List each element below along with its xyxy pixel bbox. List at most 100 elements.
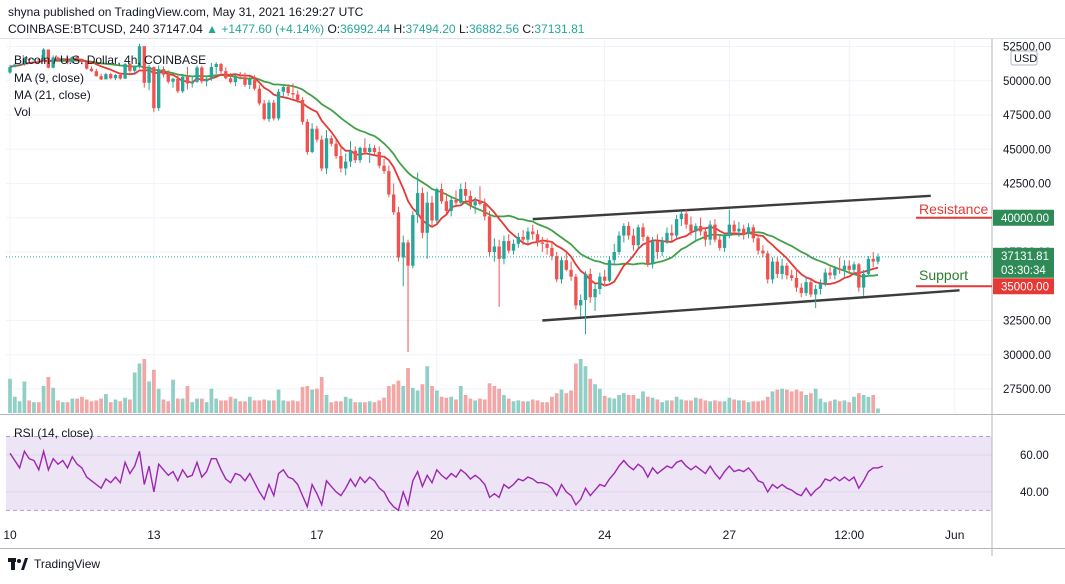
high-key: H:: [393, 22, 406, 36]
volume-bar: [60, 402, 65, 413]
volume-bar: [832, 399, 837, 413]
candle-body: [722, 235, 727, 248]
volume-bar: [636, 398, 641, 413]
legend-ma21[interactable]: MA (21, close): [14, 88, 91, 102]
tradingview-brand: TradingView: [34, 557, 101, 571]
candle-body: [228, 78, 233, 83]
volume-bar: [386, 386, 391, 413]
volume-bar: [252, 400, 257, 413]
candle-body: [459, 188, 463, 203]
volume-bar: [492, 386, 497, 413]
volume-bar: [185, 386, 190, 413]
volume-bar: [295, 401, 300, 413]
change-value: +1477.60 (+4.14%): [221, 22, 325, 36]
candle-body: [176, 78, 180, 92]
legend-rsi[interactable]: RSI (14, close): [14, 426, 94, 440]
volume-bar: [410, 387, 415, 413]
volume-bar: [104, 394, 108, 413]
candle-body: [377, 151, 381, 166]
volume-bar: [737, 400, 741, 413]
time-tick-label: 13: [147, 528, 161, 542]
volume-bar: [214, 398, 219, 413]
volume-bar: [22, 381, 27, 413]
candle-body: [61, 59, 65, 61]
candle-body: [818, 283, 823, 289]
volume-bar: [463, 395, 468, 413]
volume-bar: [89, 401, 94, 413]
rsi-pane[interactable]: 60.00 40.00: [0, 415, 1065, 549]
time-tick-label: 17: [310, 528, 324, 542]
candle-body: [56, 57, 60, 60]
volume-bar: [329, 402, 334, 413]
volume-bar: [401, 386, 406, 413]
candle-body: [670, 232, 674, 236]
candle-body: [468, 195, 473, 206]
candle-body: [785, 265, 789, 276]
volume-bar: [137, 363, 142, 413]
legend-ma9[interactable]: MA (9, close): [14, 71, 85, 85]
candle-body: [51, 57, 55, 68]
volume-bar: [655, 399, 660, 413]
volume-bar: [454, 399, 458, 413]
candle-body: [857, 264, 861, 288]
volume-bar: [732, 399, 737, 413]
candle-body: [871, 258, 875, 262]
volume-bar: [804, 395, 808, 413]
volume-bar: [334, 401, 338, 413]
resistance-label: Resistance: [919, 201, 988, 217]
candle-body: [737, 228, 741, 232]
volume-bar: [223, 400, 228, 413]
rsi-line: [9, 448, 884, 512]
volume-bar: [300, 386, 305, 413]
price-tick-label: 47500.00: [1003, 110, 1051, 122]
volume-bar: [271, 400, 276, 413]
candle-body: [152, 67, 156, 109]
volume-bar: [813, 388, 818, 413]
open-value: 36992.44: [340, 22, 391, 36]
volume-bar: [449, 396, 454, 413]
candle-body: [646, 236, 650, 265]
volume-bar: [180, 398, 185, 413]
volume-bar: [847, 402, 852, 413]
volume-bar: [852, 396, 856, 413]
volume-bar: [161, 399, 166, 413]
candle-body: [593, 288, 597, 298]
volume-bar: [775, 389, 780, 413]
legend-volume[interactable]: Vol: [14, 105, 31, 119]
candle-body: [262, 103, 266, 120]
candle-body: [367, 147, 372, 152]
candle-body: [291, 93, 295, 95]
candle-body: [612, 252, 616, 261]
candle-body: [833, 268, 837, 276]
time-axis[interactable]: 10 13 17 20 24 27 12:00 Jun: [0, 520, 1065, 556]
candle-body: [583, 273, 588, 300]
volume-bar: [698, 398, 703, 413]
candle-body: [492, 246, 497, 252]
candle-body: [171, 78, 175, 82]
price-chart[interactable]: 52500.0050000.0047500.0045000.0042500.00…: [0, 0, 1065, 415]
last-value: 37147.04: [152, 22, 203, 36]
volume-bar: [746, 402, 751, 413]
candle-body: [478, 201, 482, 205]
volume-bar: [434, 390, 439, 413]
last-price-tag-text: 37131.81: [1001, 251, 1049, 263]
tradingview-logo[interactable]: TradingView: [8, 557, 100, 571]
time-tick-label: 12:00: [834, 528, 864, 542]
volume-bar: [602, 395, 607, 413]
volume-bar: [70, 398, 75, 413]
volume-bar: [247, 396, 252, 413]
candle-body: [842, 265, 847, 270]
volume-bar: [425, 366, 430, 413]
low-key: L:: [458, 22, 469, 36]
candle-body: [8, 67, 12, 73]
volume-bar: [257, 400, 262, 413]
volume-bar: [689, 400, 693, 413]
rsi-band: [6, 436, 992, 511]
volume-bar: [506, 398, 511, 413]
change-triangle-icon: ▲: [206, 22, 219, 36]
volume-bar: [540, 402, 545, 413]
candle-body: [396, 212, 401, 258]
candle-body: [415, 193, 420, 216]
volume-bar: [75, 398, 80, 413]
volume-bar: [118, 401, 123, 413]
